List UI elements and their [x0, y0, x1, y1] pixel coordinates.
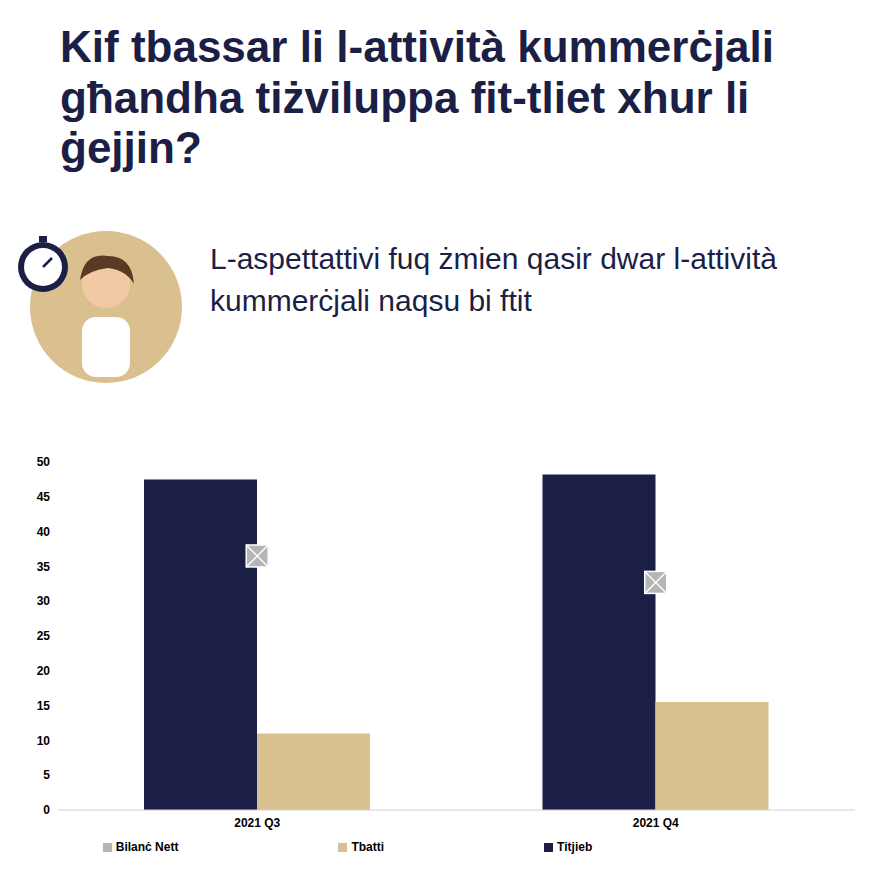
svg-text:0: 0 [43, 803, 50, 817]
svg-text:15: 15 [37, 699, 51, 713]
svg-text:10: 10 [37, 734, 51, 748]
svg-text:5: 5 [43, 768, 50, 782]
svg-text:40: 40 [37, 525, 51, 539]
svg-text:45: 45 [37, 490, 51, 504]
svg-text:2021 Q4: 2021 Q4 [633, 816, 679, 830]
svg-text:50: 50 [37, 455, 51, 469]
svg-text:25: 25 [37, 629, 51, 643]
html-text:Bilanċ Nett: Bilanċ Nett [115, 840, 179, 854]
html-text:Tbatti: Tbatti [351, 840, 385, 854]
svg-text:20: 20 [37, 664, 51, 678]
svg-text:2021 Q3: 2021 Q3 [234, 816, 280, 830]
html-text:Kif tbassar li l-attività kumm: Kif tbassar li l-attività kummerċjali għ… [60, 22, 774, 173]
svg-text:35: 35 [37, 560, 51, 574]
html-text:L-aspettattivi fuq żmien qasir: L-aspettattivi fuq żmien qasir dwar l-at… [210, 242, 777, 317]
svg-text:30: 30 [37, 594, 51, 608]
html-text:Titjieb: Titjieb [557, 840, 593, 854]
